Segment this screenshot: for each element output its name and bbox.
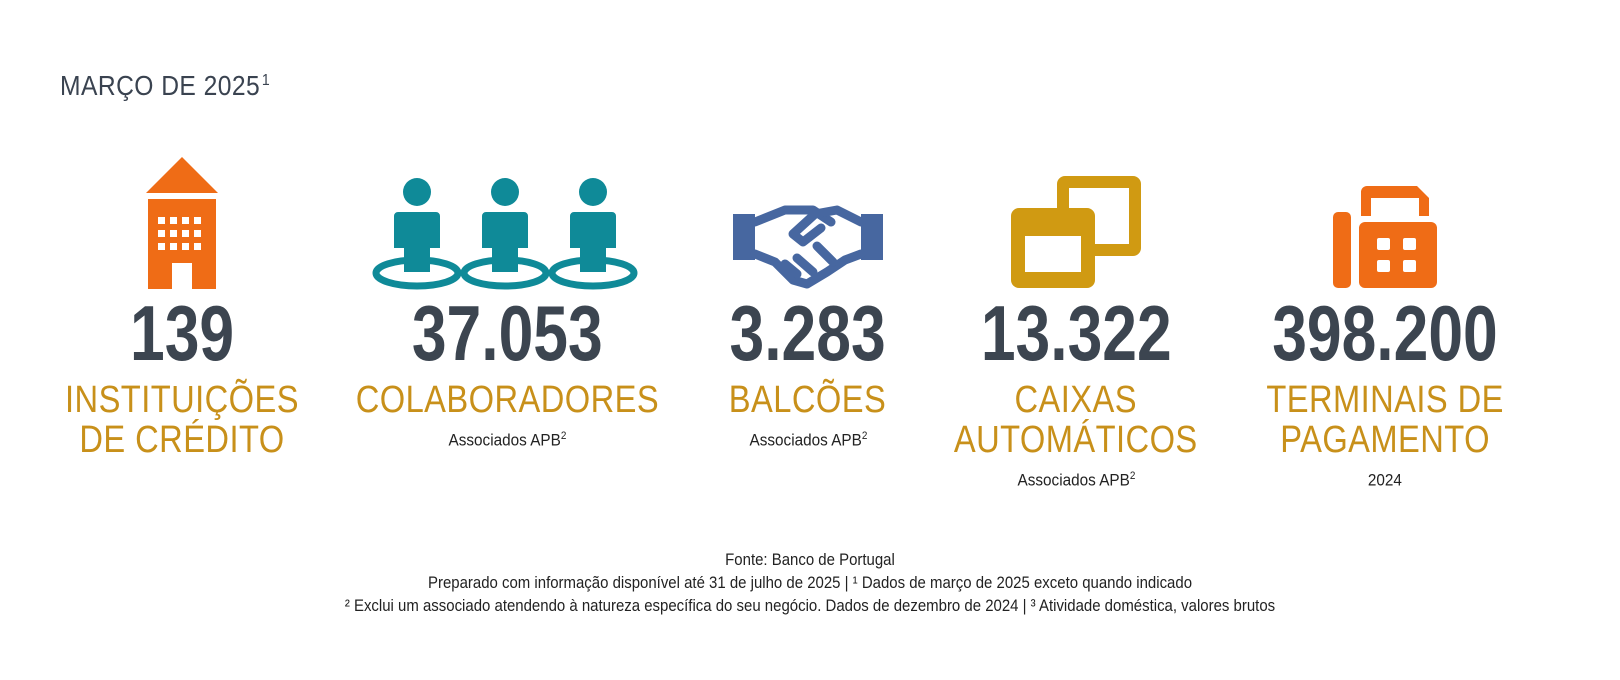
stats-row: 139 INSTITUIÇÕES DE CRÉDITO xyxy=(32,150,1535,491)
stat-employees: 37.053 COLABORADORES Associados APB2 xyxy=(355,150,659,451)
stat-note-footnote: 2 xyxy=(560,430,566,442)
stat-note-text: Associados APB xyxy=(1017,470,1130,490)
footer-source: Fonte: Banco de Portugal xyxy=(725,550,895,569)
stat-payment-terminals: 398.200 TERMINAIS DE PAGAMENTO 2024 xyxy=(1235,150,1535,491)
stat-branches: 3.283 BALCÕES Associados APB2 xyxy=(658,150,958,451)
page-title-text: MARÇO DE 2025 xyxy=(60,70,261,101)
payment-terminal-icon xyxy=(1331,150,1439,290)
page-title: MARÇO DE 2025 1 xyxy=(60,70,270,102)
handshake-icon xyxy=(733,150,883,290)
stat-label: INSTITUIÇÕES DE CRÉDITO xyxy=(65,379,299,461)
stat-value: 139 xyxy=(129,289,235,377)
stat-note: Associados APB2 xyxy=(1017,470,1135,491)
stat-note: Associados APB2 xyxy=(749,430,867,451)
stat-note: Associados APB2 xyxy=(448,430,566,451)
page-title-footnote: 1 xyxy=(261,72,271,89)
footer-prepared-note: Preparado com informação disponível até … xyxy=(427,573,1193,592)
stat-note-text: Associados APB xyxy=(448,430,561,450)
stat-label: TERMINAIS DE PAGAMENTO xyxy=(1266,379,1504,461)
stat-value: 37.053 xyxy=(411,289,603,377)
stat-value: 13.322 xyxy=(980,289,1172,377)
stat-label: COLABORADORES xyxy=(355,379,659,421)
stat-note-footnote: 2 xyxy=(861,430,867,442)
stat-label: BALCÕES xyxy=(729,379,887,421)
building-icon xyxy=(142,150,222,290)
stat-note-text: 2024 xyxy=(1367,470,1403,490)
stat-label: CAIXAS AUTOMÁTICOS xyxy=(954,379,1198,461)
stat-note-text: Associados APB xyxy=(749,430,862,450)
stat-credit-institutions: 139 INSTITUIÇÕES DE CRÉDITO xyxy=(32,150,332,460)
stat-value: 3.283 xyxy=(729,289,887,377)
footer-exclusion-note: ² Exclui um associado atendendo à nature… xyxy=(344,596,1276,615)
stat-value: 398.200 xyxy=(1272,289,1498,377)
stat-note: 2024 xyxy=(1368,470,1402,491)
people-icon xyxy=(372,150,642,290)
stat-note-footnote: 2 xyxy=(1129,470,1135,482)
footer-notes: Fonte: Banco de Portugal Preparado com i… xyxy=(0,548,1620,617)
atm-icon xyxy=(1009,150,1144,290)
stat-atms: 13.322 CAIXAS AUTOMÁTICOS Associados APB… xyxy=(926,150,1226,491)
